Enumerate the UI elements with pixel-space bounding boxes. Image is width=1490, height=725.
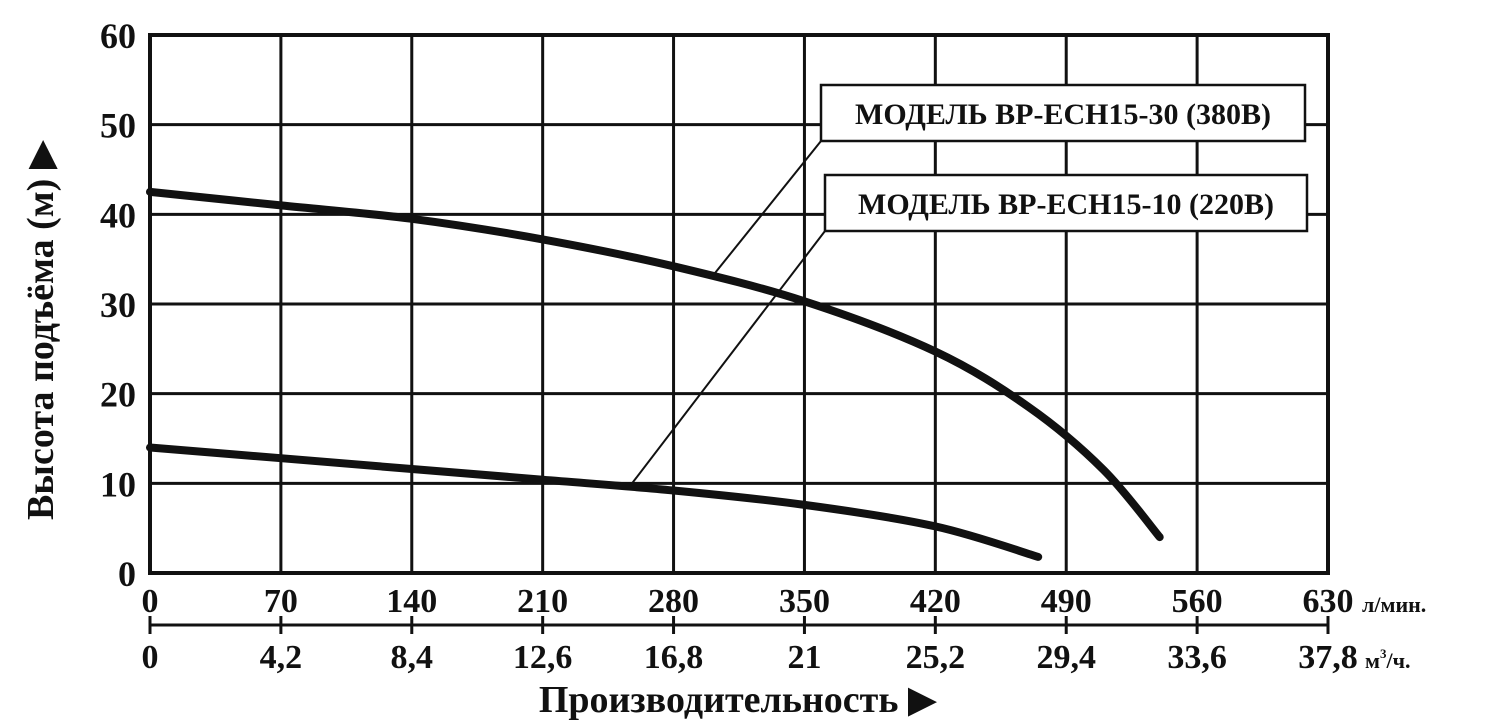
x-secondary-axis (148, 616, 1330, 634)
curve-bp-ech15-30 (146, 187, 1164, 542)
x-primary-tick-label: 70 (264, 583, 298, 620)
x-secondary-tick-label: 16,8 (644, 639, 704, 676)
y-tick-label: 50 (100, 106, 136, 146)
x-secondary-unit: м3/ч. (1365, 646, 1411, 673)
x-primary-tick-label: 280 (648, 583, 699, 620)
x-primary-tick-labels: 0 70 140 210 280 350 420 490 560 630 (142, 583, 1354, 620)
x-secondary-tick-label: 33,6 (1167, 639, 1227, 676)
curve-bp-ech15-10 (146, 443, 1043, 561)
x-secondary-tick-label: 29,4 (1036, 639, 1096, 676)
legend-bp-ech15-10-label: МОДЕЛЬ BP-ECH15-10 (220В) (858, 188, 1274, 221)
x-secondary-tick-label: 4,2 (260, 639, 303, 676)
legend-leaders (629, 140, 826, 487)
y-tick-labels: 0 10 20 30 40 50 60 (100, 16, 136, 594)
x-secondary-tick-label: 8,4 (391, 639, 434, 676)
legend-bp-ech15-10-leader (629, 230, 826, 487)
x-secondary-tick-label: 12,6 (513, 639, 573, 676)
y-tick-label: 40 (100, 195, 136, 235)
x-axis-title: Производительность ▶ (539, 679, 938, 721)
y-tick-label: 10 (100, 464, 136, 504)
x-primary-tick-label: 560 (1172, 583, 1223, 620)
y-axis-title: Высота подъёма (м) ▶ (20, 139, 62, 520)
x-secondary-unit-base: м (1365, 648, 1380, 673)
curves (146, 187, 1164, 561)
legend-bp-ech15-30-label: МОДЕЛЬ BP-ECH15-30 (380В) (855, 98, 1271, 131)
plot-frame (148, 33, 1330, 575)
x-primary-tick-label: 490 (1041, 583, 1092, 620)
y-tick-label: 20 (100, 375, 136, 415)
x-secondary-tick-label: 0 (142, 639, 159, 676)
x-primary-unit: л/мин. (1362, 592, 1426, 617)
y-tick-label: 0 (118, 554, 136, 594)
x-primary-tick-label: 420 (910, 583, 961, 620)
x-secondary-tick-label: 37,8 (1298, 639, 1358, 676)
x-secondary-unit-sup: 3 (1380, 646, 1387, 661)
x-secondary-unit-tail: /ч. (1386, 648, 1411, 673)
x-secondary-tick-label: 25,2 (906, 639, 966, 676)
x-primary-tick-label: 0 (142, 583, 159, 620)
x-secondary-tick-labels: 0 4,2 8,4 12,6 16,8 21 25,2 29,4 33,6 37,8 (142, 639, 1358, 676)
y-tick-label: 60 (100, 16, 136, 56)
x-secondary-tick-label: 21 (787, 639, 821, 676)
x-primary-tick-label: 140 (386, 583, 437, 620)
y-tick-label: 30 (100, 285, 136, 325)
legend-bp-ech15-30-leader (714, 140, 822, 274)
x-primary-tick-label: 210 (517, 583, 568, 620)
legend-bp-ech15-30-box (819, 83, 1307, 143)
legend-bp-ech15-10-box (823, 173, 1309, 233)
legend: МОДЕЛЬ BP-ECH15-30 (380В) МОДЕЛЬ BP-ECH15… (819, 83, 1309, 233)
x-primary-tick-label: 350 (779, 583, 830, 620)
x-primary-tick-label: 630 (1303, 583, 1354, 620)
